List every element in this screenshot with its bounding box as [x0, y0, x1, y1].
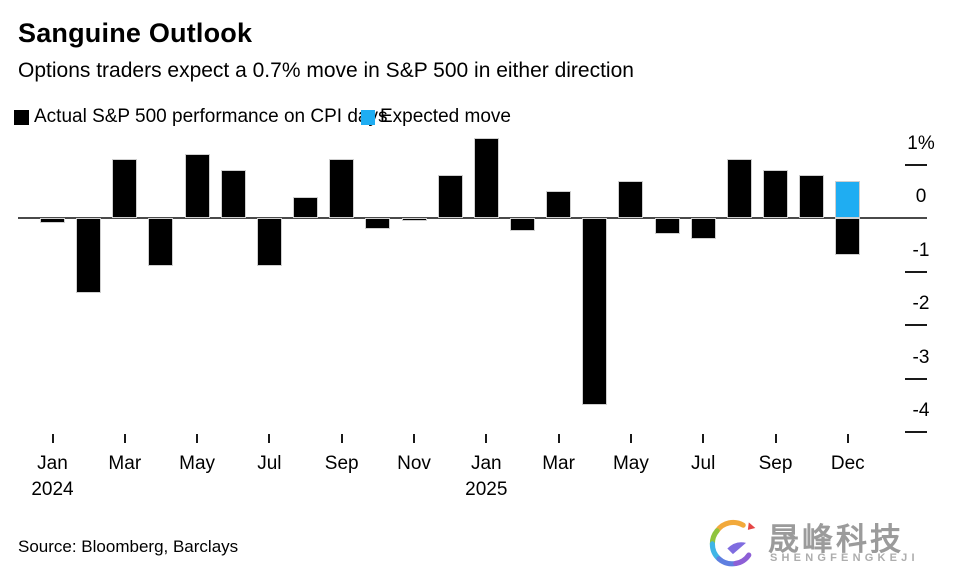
actual-performance-bar	[726, 159, 752, 219]
x-axis-tick	[557, 434, 560, 443]
actual-performance-bar	[690, 218, 716, 240]
legend-item-actual: Actual S&P 500 performance on CPI days	[14, 104, 387, 130]
x-axis-tick-label: Mar	[108, 453, 142, 474]
logo-latin-text: SHENGFENGKEJI	[770, 552, 919, 564]
shengfeng-swirl-icon	[709, 519, 756, 567]
y-axis-tick-label: -3	[912, 346, 930, 368]
actual-performance-bar	[293, 196, 318, 218]
legend-expected-label: Expected move	[380, 106, 511, 127]
actual-performance-bar	[654, 218, 680, 235]
x-axis-tick-label: Jul	[257, 453, 282, 474]
x-axis-tick	[774, 434, 777, 443]
y-axis-tick	[905, 324, 927, 326]
actual-performance-bar	[546, 191, 572, 219]
x-axis-tick	[702, 434, 705, 443]
y-axis-tick-label: -1	[912, 239, 930, 261]
actual-performance-bar	[618, 180, 644, 218]
x-axis-tick-label: Sep	[758, 453, 793, 474]
y-axis-tick	[905, 163, 927, 166]
actual-performance-bar	[40, 218, 65, 224]
chart-title: Sanguine Outlook	[18, 18, 253, 48]
actual-performance-bar	[148, 218, 174, 267]
actual-performance-bar	[510, 218, 535, 232]
actual-performance-bar	[256, 218, 282, 267]
y-axis-tick-label: 0	[915, 186, 927, 207]
x-axis-tick	[123, 434, 126, 443]
x-axis-year-label: 2025	[465, 479, 508, 500]
watermark-logo: 晟峰科技 SHENGFENGKEJI	[700, 508, 940, 568]
x-axis-tick-label: May	[612, 453, 649, 474]
y-axis-tick-label: -2	[912, 293, 930, 314]
x-axis-tick	[413, 434, 415, 443]
x-axis-tick-label: Sep	[324, 453, 359, 474]
x-axis-tick	[629, 434, 632, 443]
x-axis-tick	[196, 434, 199, 443]
actual-performance-bar	[112, 159, 138, 219]
actual-performance-bar	[220, 169, 246, 218]
y-axis-tick	[905, 377, 927, 380]
actual-performance-bar	[473, 137, 499, 219]
actual-performance-bar	[799, 175, 825, 218]
logo-chinese-text: 晟峰科技	[768, 522, 904, 557]
actual-performance-bar	[184, 153, 210, 218]
y-axis-tick	[905, 431, 927, 433]
actual-performance-bar	[76, 218, 102, 293]
x-axis-tick-label: Dec	[830, 453, 865, 474]
actual-performance-bar	[582, 218, 608, 406]
x-axis-tick	[485, 434, 488, 443]
x-axis-tick-label: Mar	[542, 453, 575, 474]
y-axis-tick-label: -4	[912, 400, 930, 421]
x-axis-tick-label: May	[179, 453, 216, 474]
x-axis-year-label: 2024	[31, 479, 74, 500]
source-note: Source: Bloomberg, Barclays	[18, 537, 239, 556]
actual-performance-bar	[401, 218, 427, 221]
x-axis-tick	[268, 434, 271, 443]
y-axis-tick-label: 1%	[907, 132, 935, 154]
x-axis-tick	[51, 434, 54, 443]
x-axis-tick	[340, 434, 343, 443]
actual-performance-bar	[329, 159, 355, 219]
legend-item-expected: Expected move	[361, 104, 511, 130]
x-axis-tick-label: Jan	[37, 453, 68, 474]
expected-move-bar	[835, 180, 861, 218]
legend-actual-label: Actual S&P 500 performance on CPI days	[34, 106, 388, 127]
x-axis-tick-label: Nov	[397, 453, 431, 474]
chart-subtitle: Options traders expect a 0.7% move in S&…	[18, 59, 634, 82]
x-axis-tick-label: Jan	[470, 453, 502, 474]
actual-performance-bar	[763, 169, 788, 218]
actual-performance-bar	[835, 218, 861, 256]
actual-series-swatch-icon	[14, 109, 29, 125]
x-axis-tick	[846, 434, 849, 443]
x-axis-tick-label: Jul	[691, 453, 716, 474]
expected-series-swatch-icon	[361, 109, 375, 125]
zero-baseline	[18, 217, 927, 219]
actual-performance-bar	[437, 175, 463, 218]
y-axis-tick	[905, 270, 927, 273]
actual-performance-bar	[365, 218, 391, 229]
